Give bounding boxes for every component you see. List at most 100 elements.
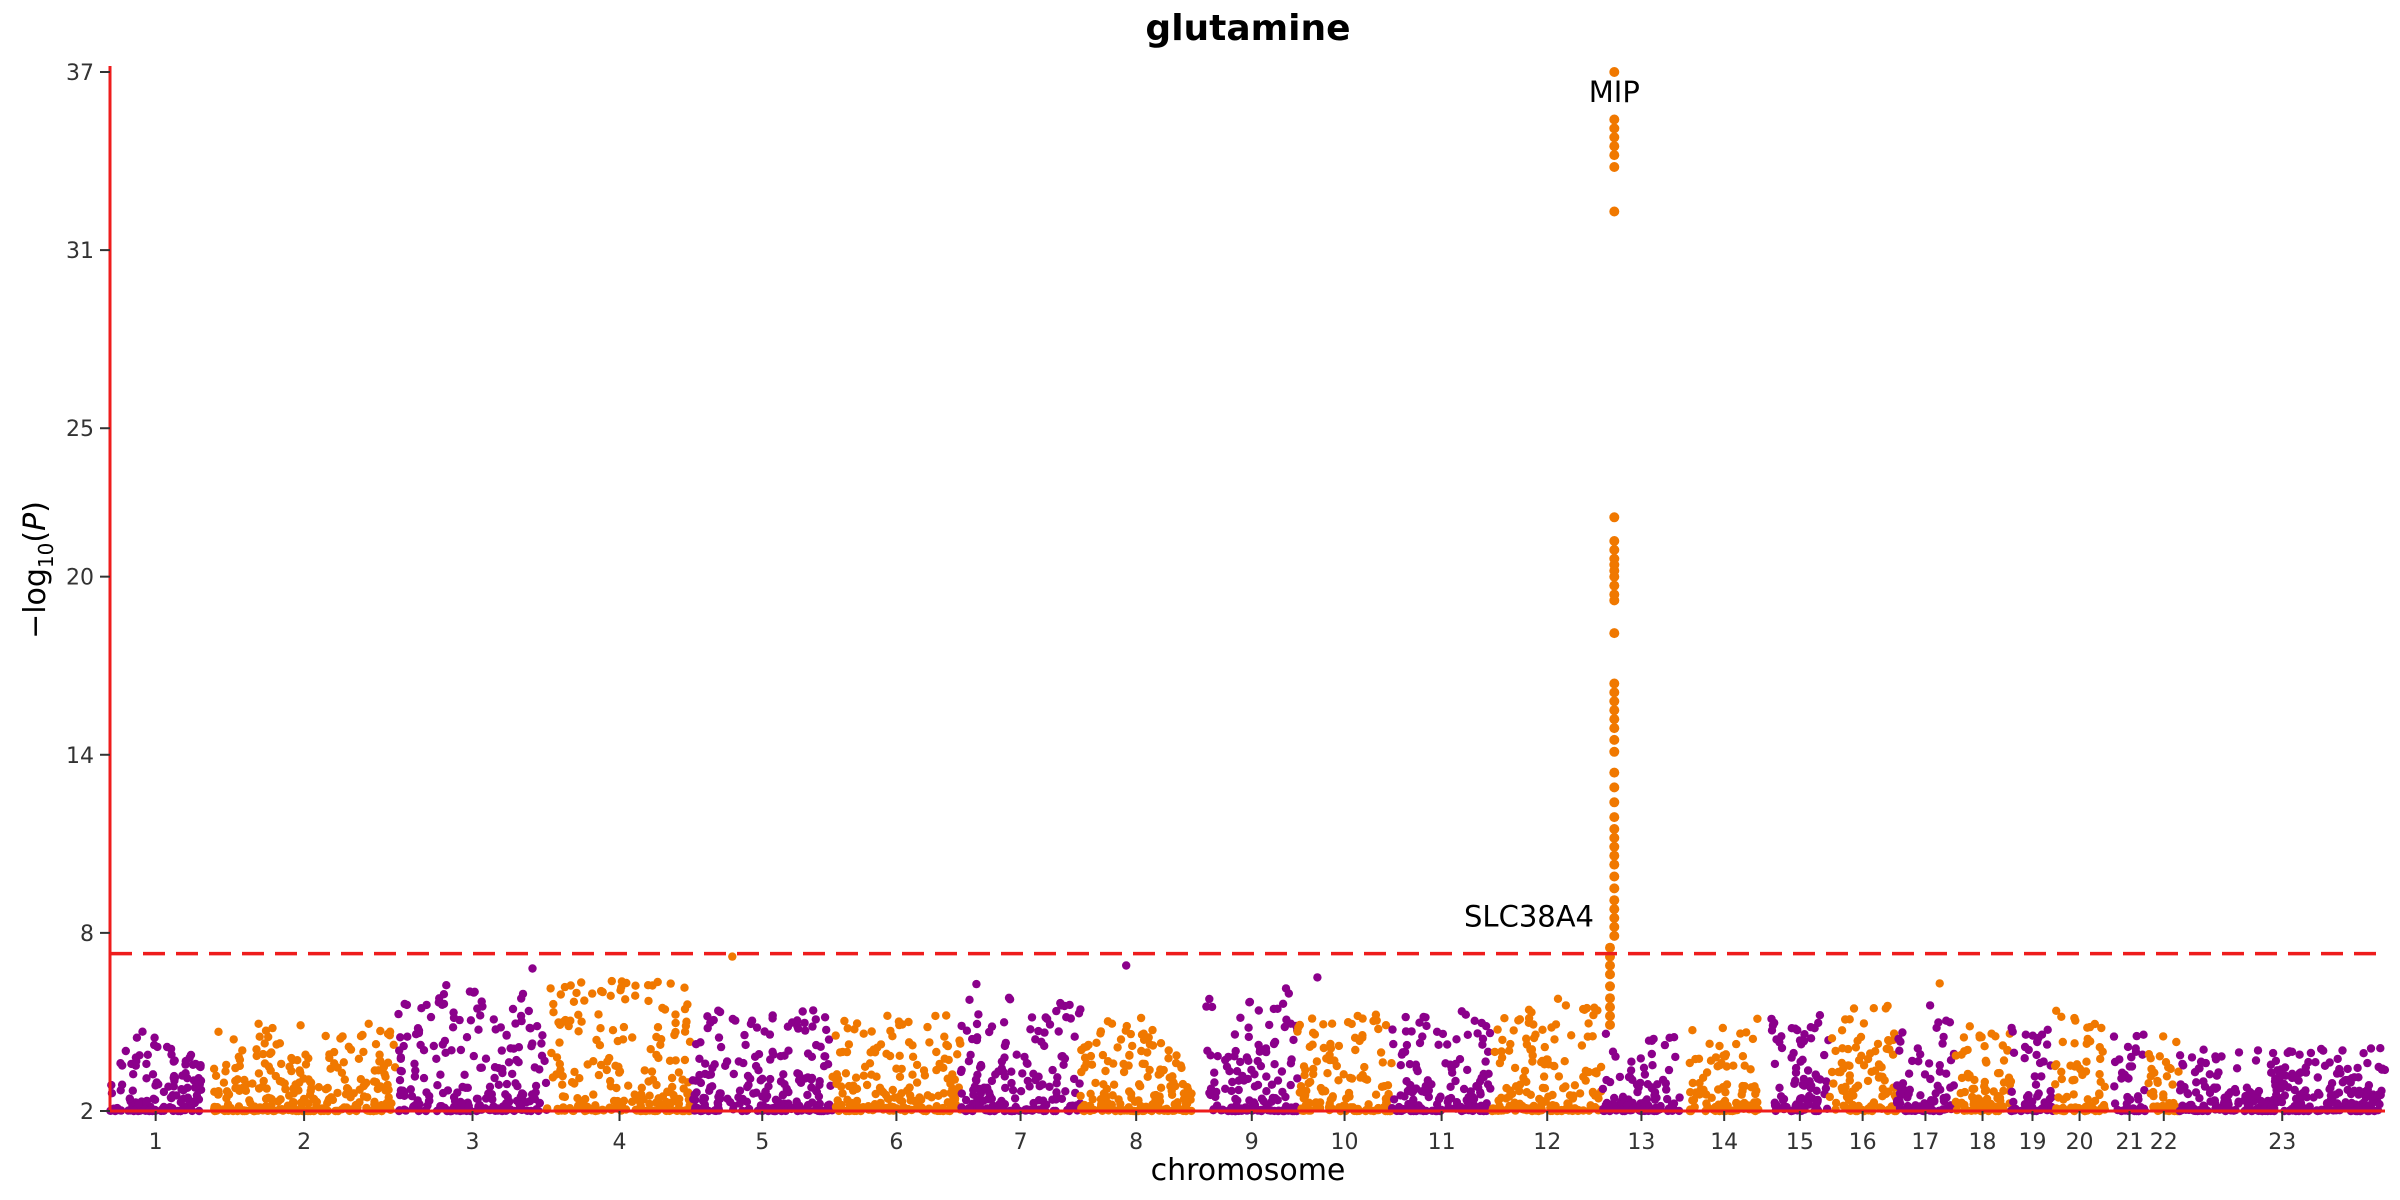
data-point-chr4 — [596, 1060, 606, 1070]
data-point-chr8 — [1176, 1061, 1186, 1070]
data-point-chr5 — [796, 1078, 806, 1088]
data-point-chr2 — [233, 1075, 242, 1084]
data-point-chr3 — [441, 1048, 450, 1058]
data-point-chr16 — [1847, 1087, 1857, 1096]
data-point-chr23 — [2245, 1087, 2255, 1097]
data-point-chr12 — [1549, 1061, 1559, 1071]
data-point-chr2 — [314, 1083, 323, 1092]
data-point-chr20 — [2096, 1054, 2105, 1064]
data-point-chr7 — [976, 1089, 985, 1098]
data-point-chr2 — [321, 1031, 330, 1041]
data-point-chr15 — [1804, 1100, 1814, 1109]
data-point-chr5 — [811, 1015, 820, 1024]
data-point-chr17 — [1935, 1067, 1945, 1076]
data-point-chr6 — [881, 1090, 891, 1100]
data-point-chr22 — [2153, 1076, 2162, 1086]
data-point-chr10 — [1326, 1044, 1336, 1053]
data-point-chr9 — [1224, 1052, 1233, 1062]
data-point-chr4 — [594, 1010, 603, 1019]
data-point-chr4 — [556, 990, 565, 999]
data-point-chr12 — [1588, 1087, 1598, 1097]
data-point-chr3 — [429, 1041, 438, 1051]
data-point-chr11 — [1446, 1082, 1455, 1092]
data-point-chr11 — [1483, 1047, 1493, 1057]
data-point-chr21 — [2139, 1030, 2148, 1039]
data-point-chr2 — [321, 1085, 331, 1094]
data-point-chr9 — [1269, 1039, 1279, 1049]
data-point-chr16 — [1825, 1092, 1835, 1102]
data-point-chr12 — [1501, 1094, 1511, 1103]
data-point-chr8 — [1138, 1059, 1147, 1069]
data-point-chr5 — [729, 1069, 738, 1079]
data-point-chr9 — [1203, 1046, 1212, 1056]
data-point-chr6 — [840, 1016, 849, 1026]
data-point-chr21 — [2127, 1062, 2137, 1071]
data-point-chr1 — [134, 1100, 143, 1109]
data-point-chr19 — [2030, 1072, 2040, 1081]
data-point-chr12 — [1505, 1101, 1514, 1111]
data-point-chr21 — [2115, 1055, 2124, 1064]
data-point-chr7 — [987, 1022, 997, 1031]
data-point-chr17 — [1926, 1096, 1936, 1105]
x-tick-label: 3 — [466, 1130, 480, 1155]
data-point-chr12 — [1580, 1005, 1589, 1014]
data-point-chr8 — [1088, 1095, 1097, 1104]
data-point-chr5 — [741, 1040, 750, 1050]
data-point-chr9 — [1286, 1080, 1295, 1090]
data-point-chr10 — [1323, 1069, 1332, 1078]
data-point-chr11 — [1438, 1029, 1448, 1039]
data-point-chr11 — [1455, 1055, 1465, 1064]
outlier-point-chr4 — [728, 952, 737, 961]
data-point-chr14 — [1688, 1026, 1697, 1035]
data-point-chr18 — [1958, 1100, 1967, 1109]
data-point-chr23 — [2319, 1046, 2328, 1055]
data-point-chr4 — [667, 1073, 677, 1083]
data-point-chr6 — [851, 1073, 861, 1082]
data-point-chr5 — [700, 1100, 709, 1109]
data-point-chr2 — [325, 1053, 334, 1063]
data-point-chr2 — [383, 1058, 393, 1067]
data-point-chr5 — [696, 1038, 705, 1047]
data-point-chr23 — [2363, 1058, 2372, 1068]
data-point-chr18 — [1989, 1087, 1998, 1096]
data-point-chr12 — [1540, 1084, 1550, 1093]
data-point-chr6 — [932, 1047, 941, 1057]
lead-point-mip — [1609, 930, 1620, 941]
data-point-chr12 — [1581, 1066, 1591, 1076]
data-point-chr11 — [1396, 1061, 1406, 1070]
data-point-chr20 — [2057, 1074, 2066, 1084]
gene-labels: MIP SLC38A4 — [1464, 75, 1640, 934]
data-point-chr5 — [784, 1046, 793, 1055]
data-point-chr8 — [1124, 1061, 1133, 1070]
data-point-chr2 — [255, 1032, 264, 1041]
data-point-chr6 — [837, 1082, 846, 1091]
data-point-chr18 — [1976, 1097, 1986, 1106]
data-point-chr2 — [383, 1029, 393, 1039]
data-point-chr6 — [870, 1100, 880, 1109]
data-point-chr13 — [1663, 1094, 1672, 1104]
data-point-chr1 — [190, 1097, 199, 1106]
data-point-chr2 — [221, 1067, 230, 1076]
data-point-chr5 — [708, 1063, 717, 1073]
data-point-chr3 — [419, 1073, 429, 1083]
lead-point-slc38a4 — [1605, 1019, 1615, 1030]
data-point-chr4 — [684, 1088, 693, 1097]
data-point-chr4 — [671, 1018, 680, 1028]
data-point-chr6 — [940, 1032, 949, 1041]
data-point-chr23 — [2347, 1098, 2356, 1108]
data-point-chr11 — [1424, 1092, 1434, 1102]
data-point-chr14 — [1706, 1056, 1716, 1065]
data-point-chr6 — [955, 1036, 964, 1045]
data-point-chr3 — [437, 1102, 446, 1111]
data-point-chr7 — [1040, 1101, 1049, 1111]
data-point-chr2 — [285, 1091, 294, 1100]
data-point-chr12 — [1504, 1046, 1514, 1055]
data-point-chr1 — [142, 1074, 151, 1083]
data-point-chr3 — [474, 1025, 483, 1034]
data-point-chr5 — [695, 1054, 704, 1064]
data-point-chr1 — [116, 1086, 125, 1095]
data-point-chr2 — [299, 1094, 309, 1104]
data-point-chr14 — [1689, 1095, 1699, 1105]
data-point-chr3 — [487, 1090, 496, 1099]
y-axis-title: −log10(P) — [18, 501, 58, 639]
